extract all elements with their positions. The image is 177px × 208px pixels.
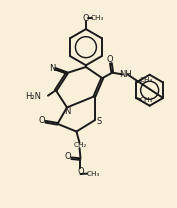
Text: N: N bbox=[49, 64, 55, 73]
Text: O: O bbox=[83, 14, 89, 23]
Text: O: O bbox=[77, 167, 84, 176]
Text: CH₂: CH₂ bbox=[74, 142, 87, 148]
Text: O: O bbox=[64, 152, 71, 161]
Text: N: N bbox=[64, 107, 70, 116]
Text: S: S bbox=[96, 117, 101, 126]
Text: NH: NH bbox=[119, 70, 132, 79]
Text: H₂N: H₂N bbox=[25, 92, 41, 101]
Text: CH₃: CH₃ bbox=[90, 15, 104, 21]
Text: CH₃: CH₃ bbox=[86, 171, 100, 177]
Text: CH₃: CH₃ bbox=[139, 97, 153, 103]
Text: O: O bbox=[107, 55, 113, 64]
Text: CH₃: CH₃ bbox=[139, 77, 153, 83]
Text: O: O bbox=[38, 116, 45, 125]
